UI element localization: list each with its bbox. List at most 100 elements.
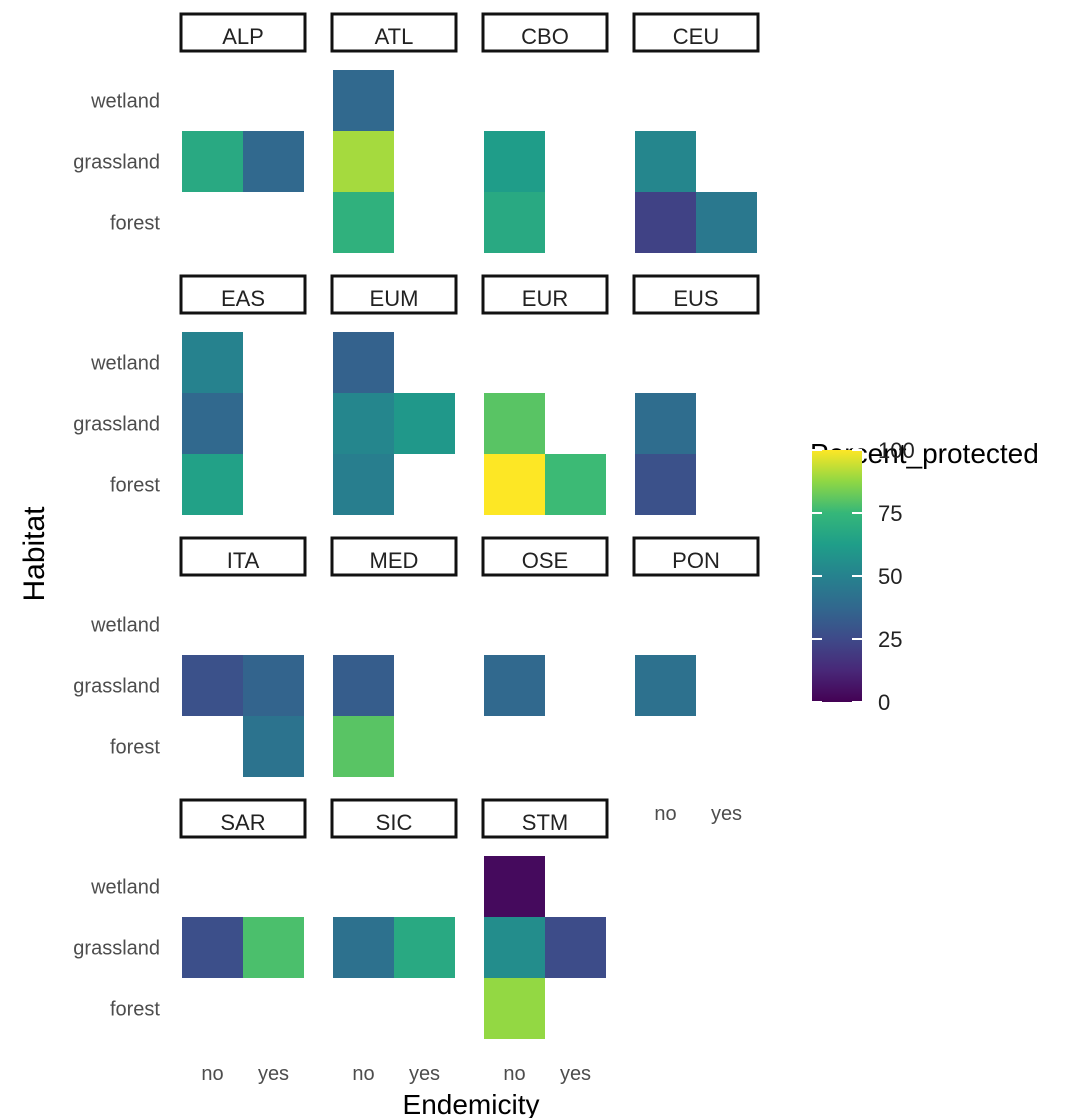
heatmap-cell: [333, 131, 394, 192]
heatmap-cell: [484, 917, 545, 978]
x-tick-label: yes: [409, 1063, 440, 1085]
y-tick-label: grassland: [73, 676, 160, 698]
facet-ita: ITA: [179, 536, 307, 777]
x-tick-label: yes: [711, 803, 742, 825]
y-tick-label: forest: [110, 737, 160, 759]
facet-strip: [179, 274, 307, 315]
heatmap-cell: [182, 332, 243, 393]
heatmap-cell: [394, 917, 455, 978]
y-tick-label: wetland: [90, 91, 160, 113]
heatmap-cell: [484, 131, 545, 192]
facet-strip: [632, 274, 760, 315]
axes: Habitat Endemicity forest grassland wetlan…: [18, 91, 742, 1118]
facets: ALP ATL CBO CEU EAS EUM EUR EUS ITA MED OSE PON SAR S…: [179, 12, 760, 1039]
facet-eur: EUR: [481, 274, 609, 515]
facet-ceu: CEU: [632, 12, 760, 253]
facet-strip-label: ITA: [227, 548, 260, 573]
x-tick-label: no: [201, 1063, 223, 1085]
facet-strip-label: EUS: [673, 286, 718, 311]
heatmap-cell: [635, 131, 696, 192]
y-tick-label: forest: [110, 213, 160, 235]
heatmap-cell: [484, 393, 545, 454]
facet-cbo: CBO: [481, 12, 609, 253]
facet-alp: ALP: [179, 12, 307, 192]
heatmap-cell: [243, 655, 304, 716]
heatmap-cell: [333, 716, 394, 777]
legend-tick-label: 25: [878, 627, 902, 652]
heatmap-cell: [545, 454, 606, 515]
facet-eus: EUS: [632, 274, 760, 515]
heatmap-cell: [333, 655, 394, 716]
facet-strip-label: ATL: [375, 24, 414, 49]
x-tick-label: no: [352, 1063, 374, 1085]
facet-strip: [330, 12, 458, 53]
heatmap-cell: [182, 393, 243, 454]
facet-strip: [330, 798, 458, 839]
x-tick-label: yes: [560, 1063, 591, 1085]
facet-strip-label: SAR: [220, 810, 265, 835]
heatmap-cell: [635, 655, 696, 716]
facet-sic: SIC: [330, 798, 458, 978]
facet-sar: SAR: [179, 798, 307, 978]
heatmap-cell: [182, 131, 243, 192]
facet-strip-label: CEU: [673, 24, 719, 49]
heatmap-cell: [182, 917, 243, 978]
facet-strip-label: STM: [522, 810, 568, 835]
facet-strip-label: EUR: [522, 286, 568, 311]
heatmap-cell: [696, 192, 757, 253]
facet-strip: [179, 798, 307, 839]
facet-eum: EUM: [330, 274, 458, 515]
heatmap-cell: [333, 192, 394, 253]
x-tick-label: no: [503, 1063, 525, 1085]
y-tick-label: wetland: [90, 353, 160, 375]
facet-strip: [481, 274, 609, 315]
facet-strip-label: PON: [672, 548, 720, 573]
facet-strip-label: EAS: [221, 286, 265, 311]
facet-strip: [632, 536, 760, 577]
facet-pon: PON: [632, 536, 760, 716]
facet-strip: [632, 12, 760, 53]
heatmap-cell: [484, 192, 545, 253]
x-axis-title: Endemicity: [403, 1089, 540, 1118]
facet-strip-label: ALP: [222, 24, 264, 49]
y-tick-label: wetland: [90, 877, 160, 899]
heatmap-cell: [333, 917, 394, 978]
facet-strip: [179, 536, 307, 577]
facet-eas: EAS: [179, 274, 307, 515]
y-axis-title: Habitat: [18, 506, 51, 602]
legend-tick-label: 100: [878, 438, 915, 463]
facet-atl: ATL: [330, 12, 458, 253]
heatmap-cell: [484, 655, 545, 716]
y-tick-label: grassland: [73, 938, 160, 960]
heatmap-cell: [484, 856, 545, 917]
heatmap-cell: [484, 454, 545, 515]
y-tick-label: wetland: [90, 615, 160, 637]
facet-strip: [481, 536, 609, 577]
y-tick-label: forest: [110, 999, 160, 1021]
y-tick-label: forest: [110, 475, 160, 497]
heatmap-cell: [333, 70, 394, 131]
facet-strip: [481, 12, 609, 53]
facet-strip: [330, 274, 458, 315]
facet-ose: OSE: [481, 536, 609, 716]
heatmap-cell: [545, 917, 606, 978]
heatmap-cell: [182, 454, 243, 515]
heatmap-cell: [243, 716, 304, 777]
facet-med: MED: [330, 536, 458, 777]
heatmap-cell: [394, 393, 455, 454]
facet-strip-label: MED: [370, 548, 419, 573]
heatmap-cell: [635, 393, 696, 454]
y-tick-label: grassland: [73, 152, 160, 174]
heatmap-cell: [333, 332, 394, 393]
facet-stm: STM: [481, 798, 609, 1039]
facet-strip-label: CBO: [521, 24, 569, 49]
legend-tick-label: 50: [878, 564, 902, 589]
heatmap-cell: [484, 978, 545, 1039]
heatmap-cell: [182, 655, 243, 716]
heatmap-cell: [635, 192, 696, 253]
facet-strip-label: OSE: [522, 548, 568, 573]
facet-strip-label: SIC: [376, 810, 413, 835]
heatmap-cell: [333, 454, 394, 515]
